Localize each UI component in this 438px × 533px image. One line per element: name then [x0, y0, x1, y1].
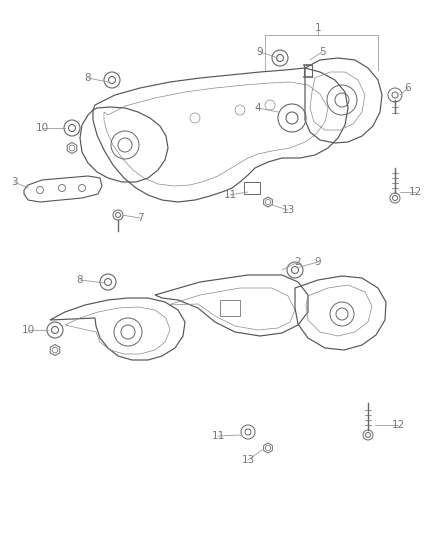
- Text: 10: 10: [21, 325, 35, 335]
- Text: 10: 10: [35, 123, 49, 133]
- Text: 11: 11: [212, 431, 225, 441]
- Text: 12: 12: [408, 187, 422, 197]
- Text: 5: 5: [319, 47, 325, 57]
- Text: 8: 8: [77, 275, 83, 285]
- Text: 9: 9: [314, 257, 321, 267]
- Text: 4: 4: [254, 103, 261, 113]
- Bar: [220, 300, 240, 316]
- Text: 13: 13: [241, 455, 254, 465]
- Text: 12: 12: [392, 420, 405, 430]
- Text: 1: 1: [314, 23, 321, 33]
- Text: 3: 3: [11, 177, 18, 187]
- Text: 13: 13: [281, 205, 295, 215]
- Text: 7: 7: [137, 213, 143, 223]
- Text: 9: 9: [257, 47, 263, 57]
- Text: 11: 11: [223, 190, 237, 200]
- Bar: [244, 182, 260, 194]
- Text: 8: 8: [85, 73, 91, 83]
- Text: 6: 6: [405, 83, 411, 93]
- Text: 2: 2: [295, 257, 301, 267]
